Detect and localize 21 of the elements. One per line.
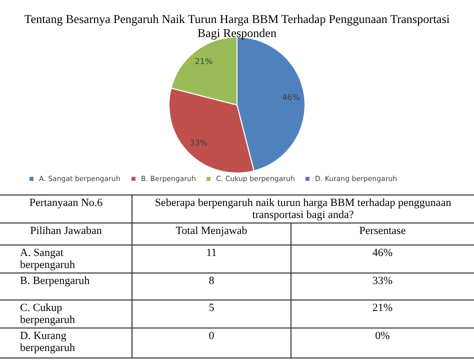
text: 21% (372, 302, 393, 314)
text: 0 (208, 330, 215, 342)
text: 11 (206, 247, 217, 259)
data-label: 21% (194, 57, 213, 66)
text: D. Kurang berpengaruh (20, 330, 76, 354)
text: Seberapa berpengaruh naik turun harga BBM terhadap penggunaan transportasi bagi anda? (154, 197, 452, 221)
text: 33% (372, 275, 393, 287)
text: 5 (208, 302, 215, 314)
text: A. Sangat berpengaruh (20, 247, 76, 271)
text: 0% (375, 330, 390, 342)
text: C. Cukup berpengaruh (20, 302, 76, 326)
text: Pilihan Jawaban (30, 225, 102, 237)
text: Total Menjawab (176, 225, 248, 237)
data-label: 46% (282, 93, 300, 102)
text: Pertanyaan No.6 (29, 197, 104, 209)
text: Persentase (359, 225, 406, 237)
text: B. Berpengaruh (20, 275, 90, 287)
text: 8 (208, 275, 215, 287)
data-label: 33% (190, 138, 208, 148)
chart-title: Tentang Besarnya Pengaruh Naik Turun Harga BBM Terhadap Penggunaan Transportasi Bagi Responden (24, 12, 450, 40)
text: 46% (372, 247, 393, 259)
